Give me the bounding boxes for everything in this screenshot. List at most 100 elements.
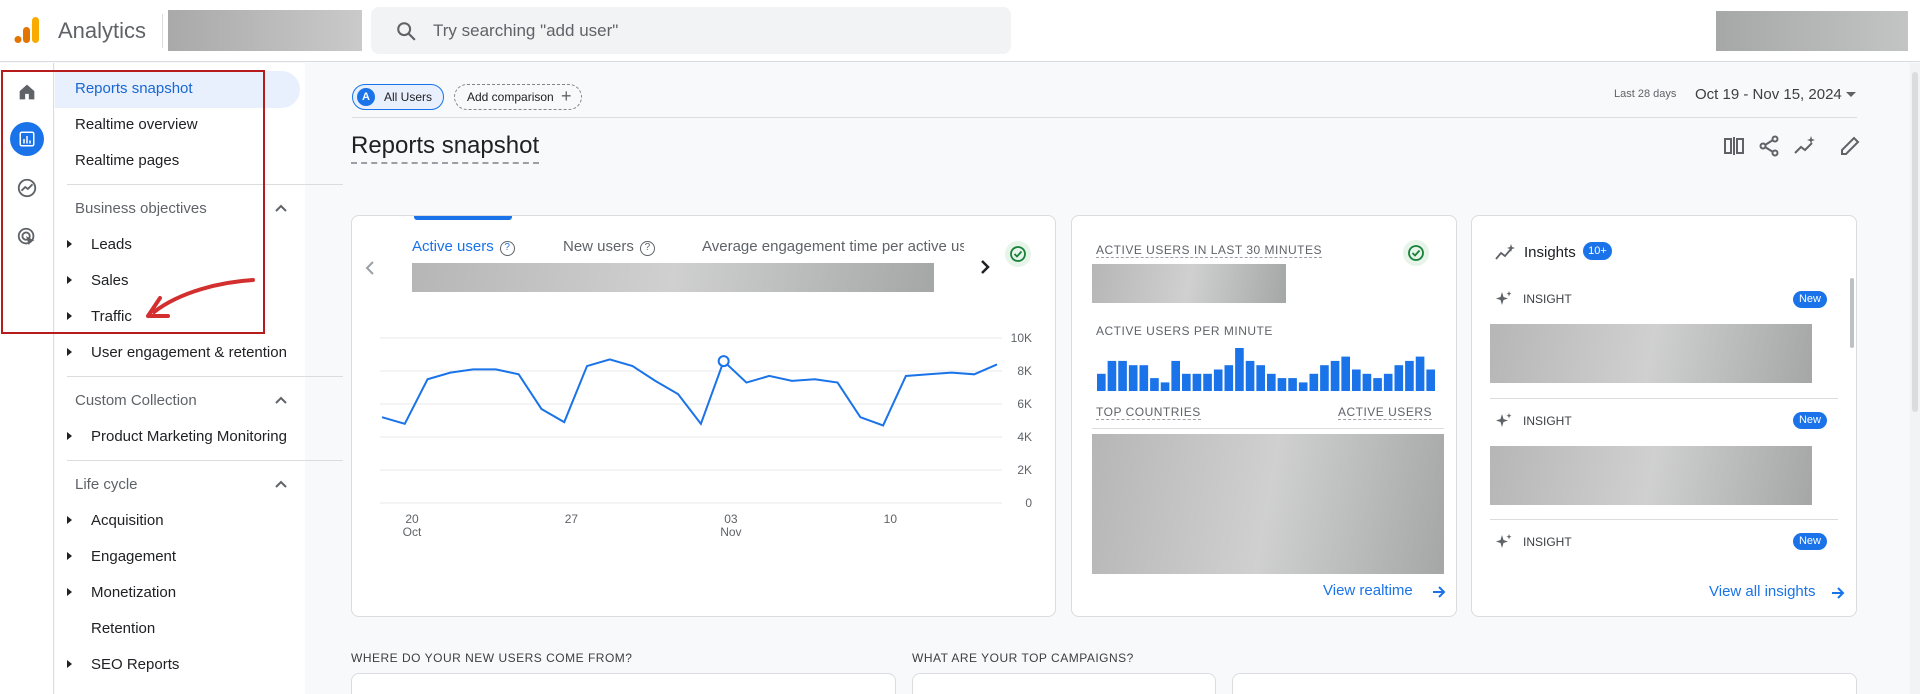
share-icon[interactable] xyxy=(1757,134,1781,158)
per-minute-bar[interactable] xyxy=(1128,365,1138,391)
nav-item-engagement[interactable]: Engagement xyxy=(91,548,177,565)
expand-arrow-icon[interactable] xyxy=(67,240,72,248)
per-minute-bar[interactable] xyxy=(1171,360,1180,391)
nav-item-retention[interactable]: Retention xyxy=(91,620,156,637)
per-minute-bar[interactable] xyxy=(1309,373,1319,391)
expand-arrow-icon[interactable] xyxy=(67,276,72,284)
per-minute-bar[interactable] xyxy=(1235,348,1244,391)
per-minute-bar[interactable] xyxy=(1415,356,1425,391)
active-users-series-line[interactable] xyxy=(381,358,998,427)
explore-icon[interactable] xyxy=(10,171,44,205)
per-minute-bar[interactable] xyxy=(1288,378,1297,391)
nav-section-life-cycle[interactable]: Life cycle xyxy=(75,476,138,493)
analytics-logo-icon[interactable] xyxy=(12,15,42,45)
chevron-up-icon[interactable] xyxy=(275,396,287,404)
insight-content-redacted[interactable] xyxy=(1490,324,1812,383)
per-minute-bar[interactable] xyxy=(1405,360,1414,391)
nav-item-sales[interactable]: Sales xyxy=(91,272,129,289)
account-profile[interactable] xyxy=(1716,11,1908,51)
nav-item-user-engagement-retention[interactable]: User engagement & retention xyxy=(91,344,287,361)
data-quality-check-icon[interactable] xyxy=(1005,241,1031,267)
per-minute-bar-chart[interactable] xyxy=(1096,346,1436,391)
tab-new-users[interactable]: New users? xyxy=(563,238,655,256)
edit-pencil-icon[interactable] xyxy=(1838,134,1862,158)
per-minute-bar[interactable] xyxy=(1362,373,1372,391)
insights-sparkle-icon[interactable] xyxy=(1793,134,1817,158)
nav-item-leads[interactable]: Leads xyxy=(91,236,132,253)
per-minute-bar[interactable] xyxy=(1267,373,1276,391)
per-minute-bar[interactable] xyxy=(1192,373,1202,391)
per-minute-bar[interactable] xyxy=(1139,365,1149,391)
advertising-icon[interactable] xyxy=(10,220,44,254)
tab-active-users[interactable]: Active users? xyxy=(412,238,515,256)
per-minute-bar[interactable] xyxy=(1373,378,1382,391)
nav-item-traffic[interactable]: Traffic xyxy=(91,308,132,325)
help-icon[interactable]: ? xyxy=(639,241,655,256)
search-bar[interactable]: Try searching "add user" xyxy=(371,7,1011,54)
nav-item-product-marketing-monitoring[interactable]: Product Marketing Monitoring xyxy=(91,428,287,445)
per-minute-bar[interactable] xyxy=(1150,378,1159,391)
date-range-value[interactable]: Oct 19 - Nov 15, 2024 xyxy=(1695,86,1842,103)
per-minute-bar[interactable] xyxy=(1352,369,1361,392)
tab-average-engagement[interactable]: Average engagement time per active us xyxy=(702,238,964,255)
help-icon[interactable]: ? xyxy=(499,241,515,256)
nav-item-reports-snapshot[interactable]: Reports snapshot xyxy=(75,80,193,97)
nav-section-custom-collection[interactable]: Custom Collection xyxy=(75,392,197,409)
chevron-up-icon[interactable] xyxy=(275,204,287,212)
arrow-right-icon[interactable] xyxy=(1831,586,1845,600)
account-selector[interactable] xyxy=(168,10,362,51)
per-minute-bar[interactable] xyxy=(1277,378,1287,391)
view-realtime-link[interactable]: View realtime xyxy=(1323,582,1413,599)
per-minute-bar[interactable] xyxy=(1245,360,1255,391)
expand-arrow-icon[interactable] xyxy=(67,588,72,596)
per-minute-bar[interactable] xyxy=(1394,365,1404,391)
data-quality-check-icon[interactable] xyxy=(1403,240,1429,266)
nav-item-monetization[interactable]: Monetization xyxy=(91,584,177,601)
add-comparison-button[interactable]: Add comparison + xyxy=(454,84,582,110)
header-divider xyxy=(162,14,163,48)
nav-section-business-objectives[interactable]: Business objectives xyxy=(75,200,207,217)
per-minute-bar[interactable] xyxy=(1118,360,1127,391)
per-minute-bar[interactable] xyxy=(1203,373,1212,391)
expand-arrow-icon[interactable] xyxy=(67,660,72,668)
nav-item-seo-reports[interactable]: SEO Reports xyxy=(91,656,180,673)
compare-icon[interactable] xyxy=(1722,134,1746,158)
nav-item-realtime-pages[interactable]: Realtime pages xyxy=(75,152,180,169)
per-minute-bar[interactable] xyxy=(1426,369,1435,392)
chevron-down-icon[interactable] xyxy=(1846,92,1856,97)
nav-divider xyxy=(67,460,343,461)
all-users-chip[interactable]: A All Users xyxy=(352,84,444,110)
search-input[interactable]: Try searching "add user" xyxy=(433,21,619,40)
view-all-insights-link[interactable]: View all insights xyxy=(1709,583,1816,600)
per-minute-bar[interactable] xyxy=(1341,356,1350,391)
chevron-left-icon[interactable] xyxy=(364,259,376,277)
reports-icon[interactable] xyxy=(10,122,44,156)
per-minute-bar[interactable] xyxy=(1256,365,1265,391)
expand-arrow-icon[interactable] xyxy=(67,348,72,356)
arrow-right-icon[interactable] xyxy=(1432,585,1446,599)
highlighted-data-point[interactable] xyxy=(717,355,730,368)
per-minute-bar[interactable] xyxy=(1320,365,1329,391)
expand-arrow-icon[interactable] xyxy=(67,516,72,524)
per-minute-bar[interactable] xyxy=(1298,382,1308,391)
per-minute-bar[interactable] xyxy=(1330,360,1340,391)
per-minute-bar[interactable] xyxy=(1107,360,1117,391)
expand-arrow-icon[interactable] xyxy=(67,552,72,560)
insight-content-redacted[interactable] xyxy=(1490,446,1812,505)
per-minute-bar[interactable] xyxy=(1383,373,1393,391)
nav-item-acquisition[interactable]: Acquisition xyxy=(91,512,164,529)
per-minute-bar[interactable] xyxy=(1213,369,1223,392)
nav-item-realtime-overview[interactable]: Realtime overview xyxy=(75,116,198,133)
home-icon[interactable] xyxy=(10,75,44,109)
chevron-right-icon[interactable] xyxy=(979,258,991,276)
per-minute-bar[interactable] xyxy=(1097,373,1106,391)
per-minute-bar[interactable] xyxy=(1182,373,1191,391)
chevron-up-icon[interactable] xyxy=(275,480,287,488)
per-minute-bar[interactable] xyxy=(1160,382,1170,391)
expand-arrow-icon[interactable] xyxy=(67,432,72,440)
expand-arrow-icon[interactable] xyxy=(67,312,72,320)
insights-scrollbar[interactable] xyxy=(1850,278,1854,348)
per-minute-bar[interactable] xyxy=(1224,365,1234,391)
page-scroll-thumb[interactable] xyxy=(1912,72,1918,412)
